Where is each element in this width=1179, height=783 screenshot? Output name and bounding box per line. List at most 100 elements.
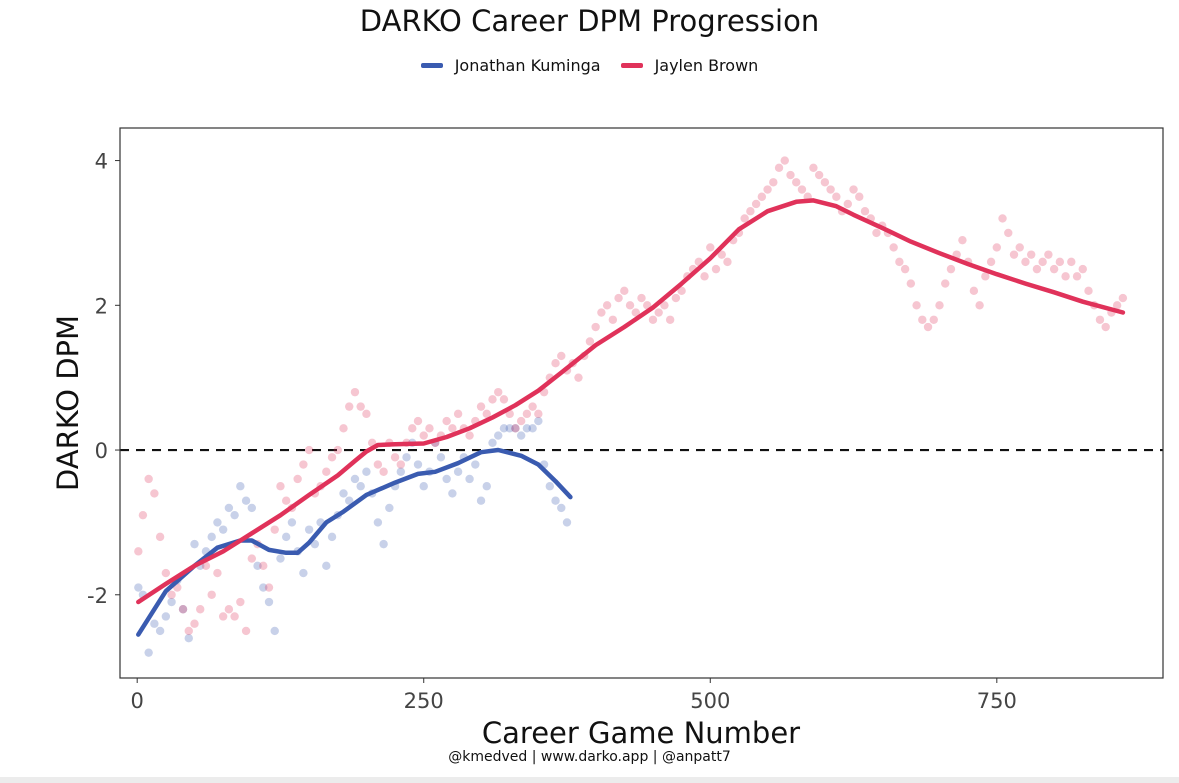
data-point-brown [918,315,927,324]
data-point-brown [631,308,640,317]
data-point-brown [820,178,830,187]
data-point-kuminga [253,561,262,571]
bottom-strip [0,777,1179,783]
data-point-brown [408,424,417,433]
data-point-brown [1061,272,1070,281]
data-point-kuminga [327,532,337,542]
data-point-brown [516,416,526,426]
data-point-kuminga [150,619,159,628]
data-point-brown [602,301,612,310]
data-point-brown [1044,250,1053,259]
plot-frame [119,127,1164,679]
data-point-kuminga [241,496,251,505]
data-point-brown [814,170,824,180]
data-point-brown [1072,272,1082,281]
data-point-brown [620,286,629,296]
data-point-brown [224,605,234,614]
data-point-kuminga [224,503,234,513]
data-point-brown [665,315,675,324]
data-point-brown [213,568,222,578]
data-point-brown [551,358,560,368]
data-point-brown [1095,315,1105,324]
data-point-brown [1084,286,1093,296]
data-point-kuminga [230,510,239,520]
data-point-brown [150,489,159,498]
data-point-brown [1015,243,1024,252]
legend: Jonathan Kuminga Jaylen Brown [0,56,1179,75]
data-point-kuminga [402,453,411,462]
data-point-kuminga [362,467,371,476]
data-point-kuminga [184,633,193,643]
data-point-brown [207,590,216,599]
data-point-kuminga [247,503,257,513]
y-tick-label: 4 [95,150,108,174]
data-point-brown [1101,322,1110,332]
data-point-kuminga [557,503,566,513]
data-point-brown [201,561,211,571]
data-point-brown [241,626,251,636]
data-point-brown [700,272,709,281]
data-point-kuminga [310,539,320,549]
data-point-brown [396,460,406,469]
data-point-brown [190,619,199,628]
x-axis-label: Career Game Number [482,716,800,750]
data-point-brown [425,424,434,433]
data-point-kuminga [322,561,331,571]
data-point-kuminga [465,474,474,484]
data-point-kuminga [476,496,486,505]
data-point-brown [986,257,996,267]
data-point-kuminga [471,460,480,469]
data-point-kuminga [534,416,543,426]
data-point-kuminga [213,518,222,527]
data-point-brown [522,409,532,419]
data-point-brown [1009,250,1019,259]
data-point-brown [345,402,354,411]
data-point-brown [723,257,732,267]
data-point-kuminga [516,431,526,440]
data-point-brown [648,315,658,324]
data-point-kuminga [448,489,457,498]
data-point-kuminga [236,482,245,491]
data-point-brown [1067,257,1076,267]
data-point-brown [270,525,279,534]
legend-item-kuminga: Jonathan Kuminga [420,56,601,75]
data-point-brown [797,185,807,194]
data-point-brown [935,301,944,310]
data-point-brown [969,286,979,296]
marks-layer [120,156,1163,657]
data-point-brown [155,532,165,542]
chart-title: DARKO Career DPM Progression [359,4,820,38]
data-point-brown [849,185,858,194]
data-point-brown [706,243,715,252]
data-point-brown [975,301,984,310]
data-point-brown [792,178,801,187]
data-point-brown [448,424,457,433]
data-point-brown [591,322,600,332]
data-point-brown [1078,264,1087,274]
data-point-brown [1049,264,1059,274]
data-point-brown [419,431,428,440]
data-point-brown [941,279,950,288]
data-point-kuminga [144,648,153,657]
data-point-brown [230,612,239,621]
data-point-brown [1112,301,1122,310]
data-point-kuminga [413,460,423,469]
data-point-brown [826,185,835,194]
data-point-kuminga [218,525,228,534]
data-point-brown [534,409,543,419]
data-point-brown [138,510,148,520]
data-point-kuminga [356,482,365,491]
data-point-brown [1055,257,1065,267]
data-point-brown [465,431,474,440]
legend-key-brown [620,63,643,68]
data-point-brown [992,243,1002,252]
data-point-kuminga [190,539,199,549]
data-point-brown [763,185,772,194]
data-point-brown [872,228,881,238]
data-point-brown [379,467,388,476]
data-point-brown [786,170,795,180]
data-point-kuminga [442,474,451,484]
data-point-brown [1004,228,1013,238]
data-point-brown [196,605,205,614]
data-point-brown [356,402,365,411]
